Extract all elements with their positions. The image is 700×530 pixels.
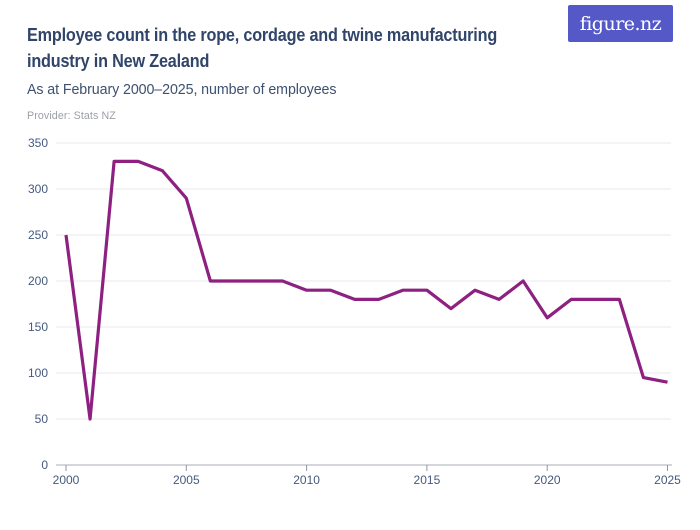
page-title-line-2: industry in New Zealand bbox=[27, 51, 210, 71]
y-tick-label: 150 bbox=[28, 320, 48, 334]
page-title: Employee count in the rope, cordage and … bbox=[27, 22, 587, 74]
y-tick-label: 350 bbox=[28, 136, 48, 150]
figurenz-logo-text: figure.nz bbox=[579, 12, 662, 35]
y-tick-label: 300 bbox=[28, 182, 48, 196]
chart-area: 0 50 100 150 200 250 300 350 2000 2005 2010 2015 202… bbox=[0, 130, 700, 525]
employee-count-line-chart: 0 50 100 150 200 250 300 350 2000 2005 2010 2015 202… bbox=[28, 136, 681, 487]
chart-header: Employee count in the rope, cordage and … bbox=[27, 22, 587, 122]
chart-subtitle: As at February 2000–2025, number of empl… bbox=[27, 81, 337, 98]
data-line-employee-count bbox=[64, 159, 668, 421]
x-tick-label: 2005 bbox=[173, 473, 200, 487]
x-tick-label: 2025 bbox=[654, 473, 681, 487]
y-tick-label: 0 bbox=[41, 458, 48, 472]
x-tick-label: 2000 bbox=[53, 473, 80, 487]
y-tick-label: 100 bbox=[28, 366, 48, 380]
x-tick-label: 2010 bbox=[293, 473, 320, 487]
x-tick-label: 2020 bbox=[534, 473, 561, 487]
page-title-line-1: Employee count in the rope, cordage and … bbox=[27, 25, 498, 45]
x-tick-label: 2015 bbox=[414, 473, 441, 487]
y-tick-label: 50 bbox=[35, 412, 49, 426]
y-tick-label: 250 bbox=[28, 228, 48, 242]
figurenz-logo[interactable]: figure.nz bbox=[568, 5, 673, 42]
provider-label: Provider: Stats NZ bbox=[27, 110, 116, 122]
y-tick-label: 200 bbox=[28, 274, 48, 288]
